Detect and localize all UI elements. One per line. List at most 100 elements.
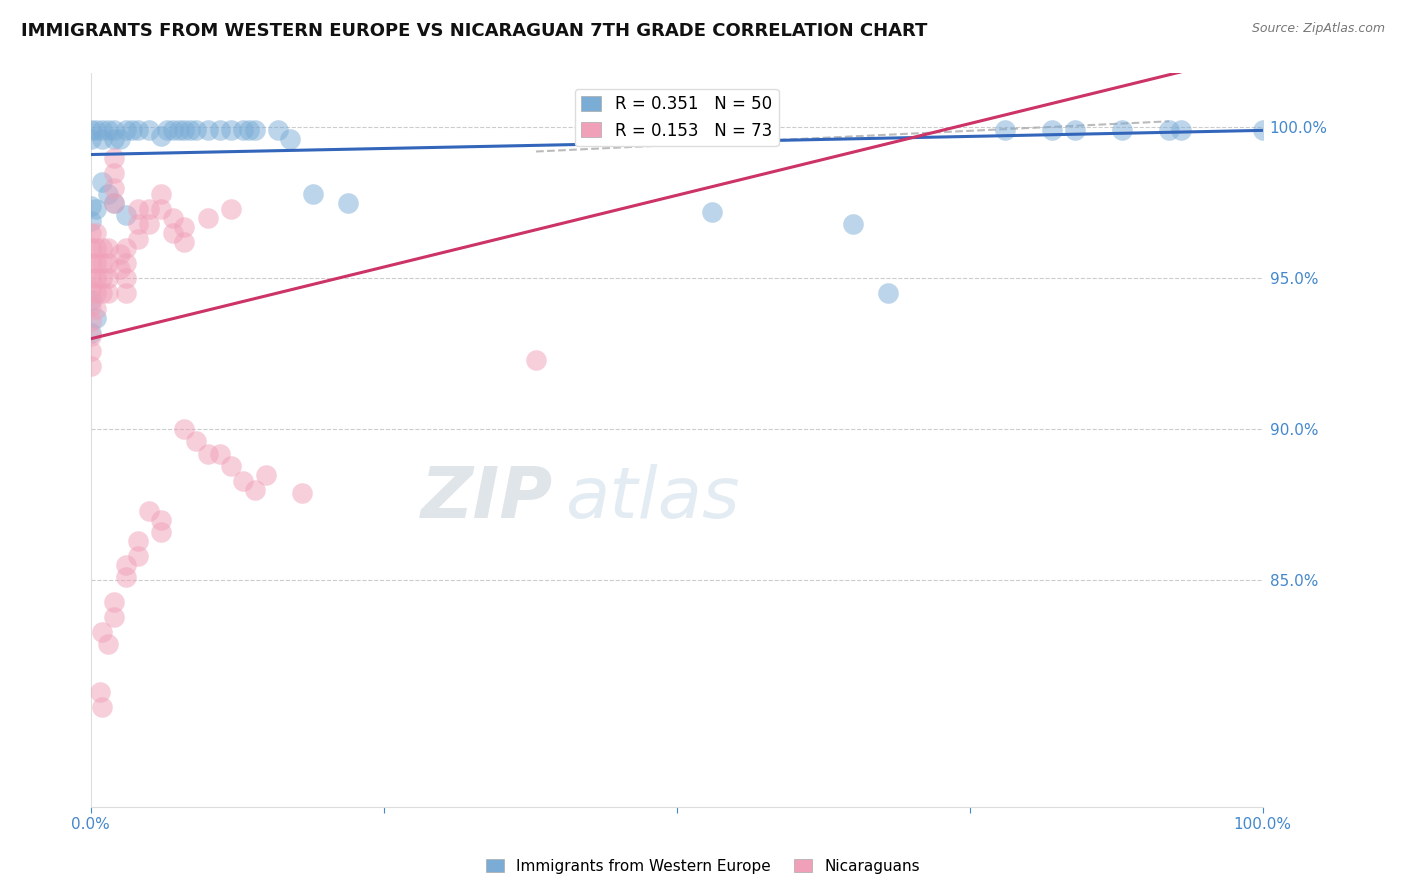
Point bbox=[108, 262, 131, 277]
Point bbox=[173, 123, 195, 137]
Point bbox=[97, 241, 120, 255]
Point bbox=[994, 123, 1017, 137]
Point bbox=[127, 217, 149, 231]
Point bbox=[173, 422, 195, 436]
Point bbox=[1251, 123, 1274, 137]
Point bbox=[114, 123, 136, 137]
Point bbox=[114, 271, 136, 285]
Point bbox=[219, 458, 242, 473]
Point bbox=[79, 299, 101, 313]
Point bbox=[197, 123, 219, 137]
Point bbox=[179, 123, 201, 137]
Point bbox=[86, 226, 108, 240]
Point bbox=[91, 624, 114, 639]
Point bbox=[208, 123, 231, 137]
Point bbox=[79, 214, 101, 228]
Point bbox=[138, 504, 160, 518]
Point bbox=[1040, 123, 1063, 137]
Point bbox=[197, 211, 219, 225]
Text: atlas: atlas bbox=[565, 464, 740, 533]
Point bbox=[86, 202, 108, 216]
Point bbox=[156, 123, 179, 137]
Point bbox=[162, 211, 184, 225]
Point bbox=[79, 313, 101, 327]
Point bbox=[167, 123, 190, 137]
Point bbox=[79, 284, 101, 298]
Point bbox=[91, 286, 114, 301]
Point bbox=[79, 326, 101, 340]
Point bbox=[103, 180, 125, 194]
Point bbox=[127, 202, 149, 216]
Point bbox=[238, 123, 260, 137]
Point bbox=[173, 220, 195, 235]
Point bbox=[79, 132, 101, 146]
Point bbox=[256, 467, 278, 482]
Point bbox=[97, 123, 120, 137]
Point bbox=[103, 151, 125, 165]
Point bbox=[841, 217, 863, 231]
Point bbox=[108, 247, 131, 261]
Point bbox=[91, 256, 114, 270]
Point bbox=[267, 123, 290, 137]
Text: ZIP: ZIP bbox=[422, 464, 554, 533]
Point bbox=[149, 129, 172, 144]
Point bbox=[91, 175, 114, 189]
Point bbox=[114, 241, 136, 255]
Point bbox=[79, 293, 101, 307]
Point bbox=[219, 202, 242, 216]
Point bbox=[91, 241, 114, 255]
Point bbox=[114, 558, 136, 573]
Point bbox=[103, 166, 125, 180]
Point bbox=[1157, 123, 1180, 137]
Point bbox=[127, 549, 149, 564]
Legend: R = 0.351   N = 50, R = 0.153   N = 73: R = 0.351 N = 50, R = 0.153 N = 73 bbox=[575, 88, 779, 146]
Point bbox=[243, 123, 266, 137]
Point bbox=[162, 123, 184, 137]
Point bbox=[149, 525, 172, 540]
Point bbox=[291, 486, 314, 500]
Point bbox=[184, 434, 207, 449]
Point bbox=[79, 123, 101, 137]
Point bbox=[243, 483, 266, 497]
Point bbox=[232, 474, 254, 488]
Point bbox=[1064, 123, 1087, 137]
Point bbox=[219, 123, 242, 137]
Point bbox=[278, 132, 301, 146]
Point bbox=[114, 208, 136, 222]
Point bbox=[337, 195, 360, 210]
Point bbox=[173, 235, 195, 249]
Point bbox=[1111, 123, 1133, 137]
Point bbox=[232, 123, 254, 137]
Point bbox=[184, 123, 207, 137]
Text: IMMIGRANTS FROM WESTERN EUROPE VS NICARAGUAN 7TH GRADE CORRELATION CHART: IMMIGRANTS FROM WESTERN EUROPE VS NICARA… bbox=[21, 22, 928, 40]
Point bbox=[208, 446, 231, 460]
Point bbox=[162, 226, 184, 240]
Point bbox=[79, 271, 101, 285]
Point bbox=[103, 123, 125, 137]
Point bbox=[302, 186, 325, 201]
Point bbox=[127, 232, 149, 246]
Legend: Immigrants from Western Europe, Nicaraguans: Immigrants from Western Europe, Nicaragu… bbox=[479, 853, 927, 880]
Point bbox=[86, 256, 108, 270]
Point bbox=[127, 534, 149, 549]
Point bbox=[114, 570, 136, 584]
Point bbox=[149, 513, 172, 527]
Point bbox=[524, 353, 547, 368]
Point bbox=[91, 271, 114, 285]
Point bbox=[103, 594, 125, 608]
Point bbox=[103, 195, 125, 210]
Point bbox=[97, 186, 120, 201]
Point bbox=[1170, 123, 1192, 137]
Point bbox=[138, 123, 160, 137]
Point bbox=[114, 286, 136, 301]
Point bbox=[700, 205, 723, 219]
Point bbox=[91, 132, 114, 146]
Point bbox=[138, 217, 160, 231]
Point bbox=[86, 310, 108, 325]
Point bbox=[91, 123, 114, 137]
Point bbox=[86, 241, 108, 255]
Point bbox=[86, 123, 108, 137]
Point bbox=[79, 241, 101, 255]
Point bbox=[79, 328, 101, 343]
Point bbox=[97, 286, 120, 301]
